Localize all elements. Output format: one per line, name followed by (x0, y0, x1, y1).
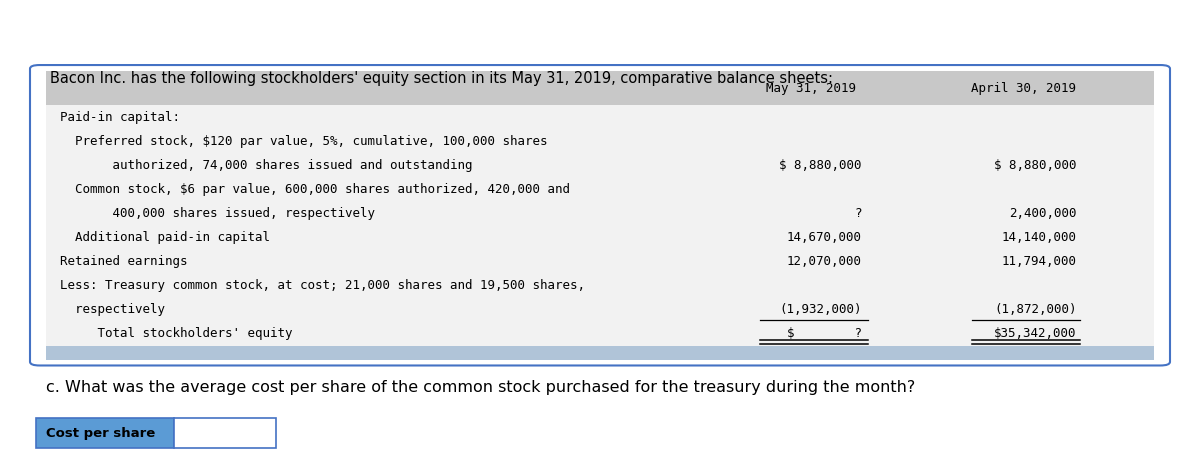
Text: 14,140,000: 14,140,000 (1002, 231, 1076, 244)
Text: $ 8,880,000: $ 8,880,000 (779, 159, 862, 172)
Text: Preferred stock, $120 par value, 5%, cumulative, 100,000 shares: Preferred stock, $120 par value, 5%, cum… (60, 135, 547, 148)
Text: 11,794,000: 11,794,000 (1002, 255, 1076, 268)
Text: Less: Treasury common stock, at cost; 21,000 shares and 19,500 shares,: Less: Treasury common stock, at cost; 21… (60, 279, 586, 292)
Text: Additional paid-in capital: Additional paid-in capital (60, 231, 270, 244)
Text: $        ?: $ ? (787, 327, 862, 340)
Text: respectively: respectively (60, 303, 166, 316)
Text: authorized, 74,000 shares issued and outstanding: authorized, 74,000 shares issued and out… (60, 159, 473, 172)
Text: April 30, 2019: April 30, 2019 (972, 82, 1076, 95)
Text: c. What was the average cost per share of the common stock purchased for the tre: c. What was the average cost per share o… (46, 380, 914, 395)
Text: (1,932,000): (1,932,000) (779, 303, 862, 316)
Text: Total stockholders' equity: Total stockholders' equity (60, 327, 293, 340)
Text: $35,342,000: $35,342,000 (994, 327, 1076, 340)
Text: 400,000 shares issued, respectively: 400,000 shares issued, respectively (60, 207, 374, 220)
Text: Paid-in capital:: Paid-in capital: (60, 111, 180, 124)
Text: May 31, 2019: May 31, 2019 (766, 82, 856, 95)
Text: Common stock, $6 par value, 600,000 shares authorized, 420,000 and: Common stock, $6 par value, 600,000 shar… (60, 183, 570, 196)
Text: (1,872,000): (1,872,000) (994, 303, 1076, 316)
Text: ?: ? (854, 207, 862, 220)
Text: 2,400,000: 2,400,000 (1009, 207, 1076, 220)
Text: Retained earnings: Retained earnings (60, 255, 187, 268)
Text: 14,670,000: 14,670,000 (787, 231, 862, 244)
Text: $ 8,880,000: $ 8,880,000 (994, 159, 1076, 172)
Text: 12,070,000: 12,070,000 (787, 255, 862, 268)
Text: Cost per share: Cost per share (46, 426, 155, 440)
Text: Bacon Inc. has the following stockholders' equity section in its May 31, 2019, c: Bacon Inc. has the following stockholder… (50, 71, 833, 86)
